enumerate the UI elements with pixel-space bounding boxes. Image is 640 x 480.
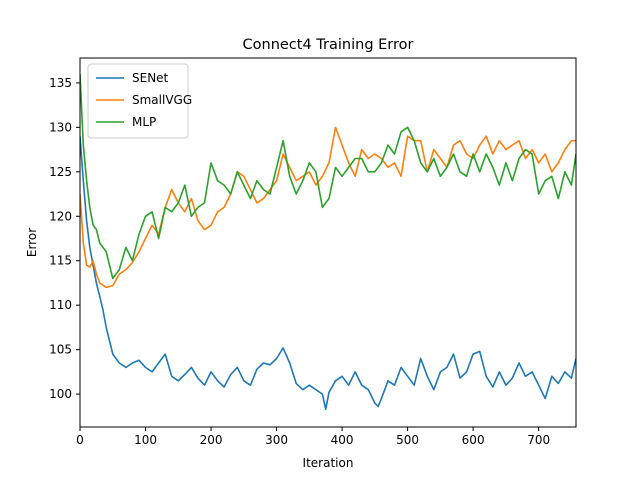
x-axis-label: Iteration bbox=[303, 456, 354, 470]
series-line-smallvgg bbox=[80, 126, 576, 289]
plot-frame bbox=[79, 57, 577, 428]
legend-label: SENet bbox=[132, 71, 169, 85]
x-tick-label: 400 bbox=[331, 433, 354, 447]
y-tick-label: 125 bbox=[49, 165, 72, 179]
y-tick-label: 100 bbox=[49, 387, 72, 401]
x-tick-label: 200 bbox=[200, 433, 223, 447]
y-tick-label: 130 bbox=[49, 120, 72, 134]
x-tick-label: 100 bbox=[134, 433, 157, 447]
series-line-senet bbox=[80, 136, 576, 411]
series-line-mlp bbox=[80, 73, 576, 280]
x-tick-label: 600 bbox=[462, 433, 485, 447]
y-axis-label: Error bbox=[25, 228, 39, 257]
legend-box bbox=[87, 63, 189, 139]
chart-title: Connect4 Training Error bbox=[243, 37, 414, 53]
y-tick-label: 105 bbox=[49, 343, 72, 357]
legend-label: SmallVGG bbox=[132, 93, 192, 107]
x-tick-label: 300 bbox=[265, 433, 288, 447]
y-tick-label: 110 bbox=[49, 298, 72, 312]
y-tick-label: 135 bbox=[49, 76, 72, 90]
x-tick-label: 500 bbox=[396, 433, 419, 447]
y-tick-label: 120 bbox=[49, 209, 72, 223]
legend-label: MLP bbox=[132, 115, 156, 129]
x-tick-label: 700 bbox=[527, 433, 550, 447]
x-tick-label: 0 bbox=[76, 433, 84, 447]
legend: SENet SmallVGG MLP bbox=[87, 63, 192, 139]
y-tick-label: 115 bbox=[49, 254, 72, 268]
